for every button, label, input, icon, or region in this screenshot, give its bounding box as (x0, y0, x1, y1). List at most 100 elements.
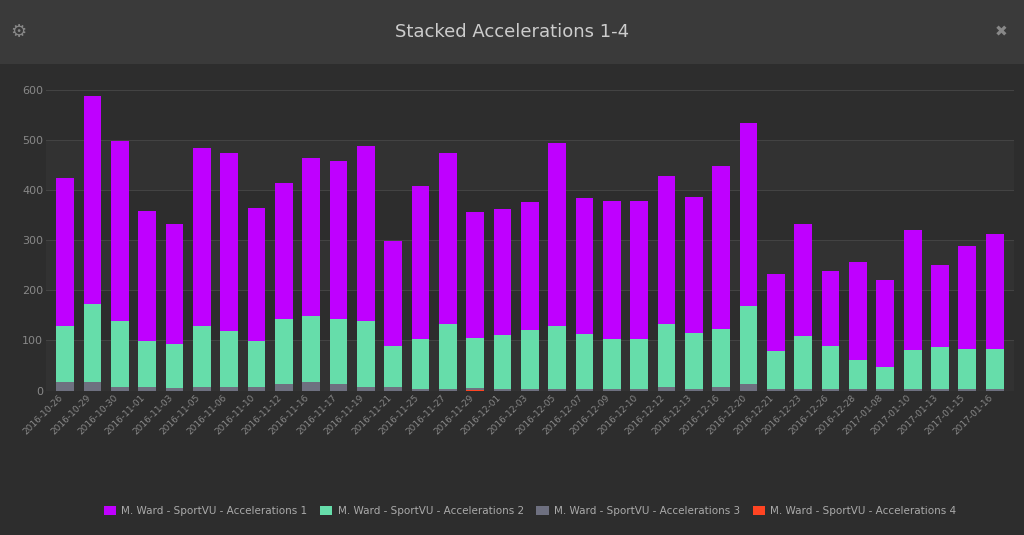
Bar (494, 335, 511, 389)
Bar (821, 347, 840, 389)
Bar (494, 389, 511, 391)
Bar (877, 280, 894, 368)
Bar (549, 389, 566, 391)
Bar (220, 331, 239, 386)
Bar (631, 389, 648, 391)
Bar (795, 389, 812, 391)
Bar (46, 240, 1014, 290)
Bar (767, 351, 784, 389)
Bar (685, 389, 702, 391)
Bar (138, 341, 156, 386)
Bar (56, 381, 74, 391)
Bar (767, 389, 784, 391)
Bar (767, 274, 784, 351)
Bar (821, 271, 840, 347)
Bar (466, 389, 484, 391)
Text: Stacked Accelerations 1-4: Stacked Accelerations 1-4 (395, 23, 629, 41)
Bar (549, 326, 566, 389)
Bar (111, 322, 129, 386)
Bar (193, 148, 211, 326)
Bar (46, 290, 1014, 340)
Bar (986, 349, 1004, 389)
Bar (877, 368, 894, 389)
Bar (575, 334, 594, 389)
Bar (46, 140, 1014, 190)
Bar (248, 386, 265, 391)
Bar (330, 384, 347, 391)
Bar (603, 339, 621, 389)
Bar (166, 224, 183, 344)
Bar (575, 389, 594, 391)
Bar (412, 339, 429, 389)
Bar (904, 350, 922, 389)
Bar (904, 389, 922, 391)
Bar (494, 210, 511, 335)
Bar (302, 381, 321, 391)
Bar (111, 141, 129, 322)
Bar (821, 389, 840, 391)
Bar (357, 146, 375, 322)
Bar (302, 158, 321, 316)
Bar (412, 389, 429, 391)
Bar (275, 384, 293, 391)
Bar (739, 306, 758, 384)
Bar (657, 386, 676, 391)
Bar (220, 386, 239, 391)
Bar (657, 176, 676, 324)
Bar (138, 386, 156, 391)
Bar (603, 201, 621, 339)
Text: ✖: ✖ (995, 25, 1008, 40)
Text: ⚙: ⚙ (10, 23, 27, 41)
Bar (138, 211, 156, 341)
Bar (849, 389, 867, 391)
Bar (466, 388, 484, 389)
Bar (931, 389, 949, 391)
Bar (713, 329, 730, 386)
Bar (193, 386, 211, 391)
Bar (111, 386, 129, 391)
Bar (84, 304, 101, 381)
Bar (84, 381, 101, 391)
Bar (439, 389, 457, 391)
Bar (412, 186, 429, 339)
Bar (166, 344, 183, 388)
Bar (521, 389, 539, 391)
Bar (931, 347, 949, 389)
Bar (849, 262, 867, 360)
Bar (46, 89, 1014, 140)
Bar (302, 316, 321, 381)
Bar (904, 230, 922, 350)
Bar (986, 234, 1004, 349)
Bar (958, 389, 976, 391)
Bar (384, 347, 402, 386)
Bar (521, 330, 539, 389)
Bar (220, 154, 239, 331)
Bar (575, 198, 594, 334)
Bar (84, 96, 101, 304)
Bar (713, 166, 730, 329)
Bar (986, 389, 1004, 391)
Bar (275, 319, 293, 384)
Bar (795, 337, 812, 389)
Bar (849, 360, 867, 389)
Bar (603, 389, 621, 391)
Bar (166, 388, 183, 391)
Bar (56, 326, 74, 381)
Bar (275, 184, 293, 319)
Bar (685, 197, 702, 333)
Bar (357, 386, 375, 391)
Bar (521, 202, 539, 330)
Bar (958, 246, 976, 349)
Bar (739, 384, 758, 391)
Bar (439, 324, 457, 389)
Bar (439, 154, 457, 324)
Bar (931, 265, 949, 347)
Bar (384, 241, 402, 347)
Legend: M. Ward - SportVU - Accelerations 1, M. Ward - SportVU - Accelerations 2, M. War: M. Ward - SportVU - Accelerations 1, M. … (99, 502, 961, 520)
Bar (46, 190, 1014, 240)
Bar (330, 319, 347, 384)
Bar (46, 340, 1014, 391)
Bar (248, 209, 265, 341)
Bar (795, 224, 812, 337)
Bar (657, 324, 676, 386)
